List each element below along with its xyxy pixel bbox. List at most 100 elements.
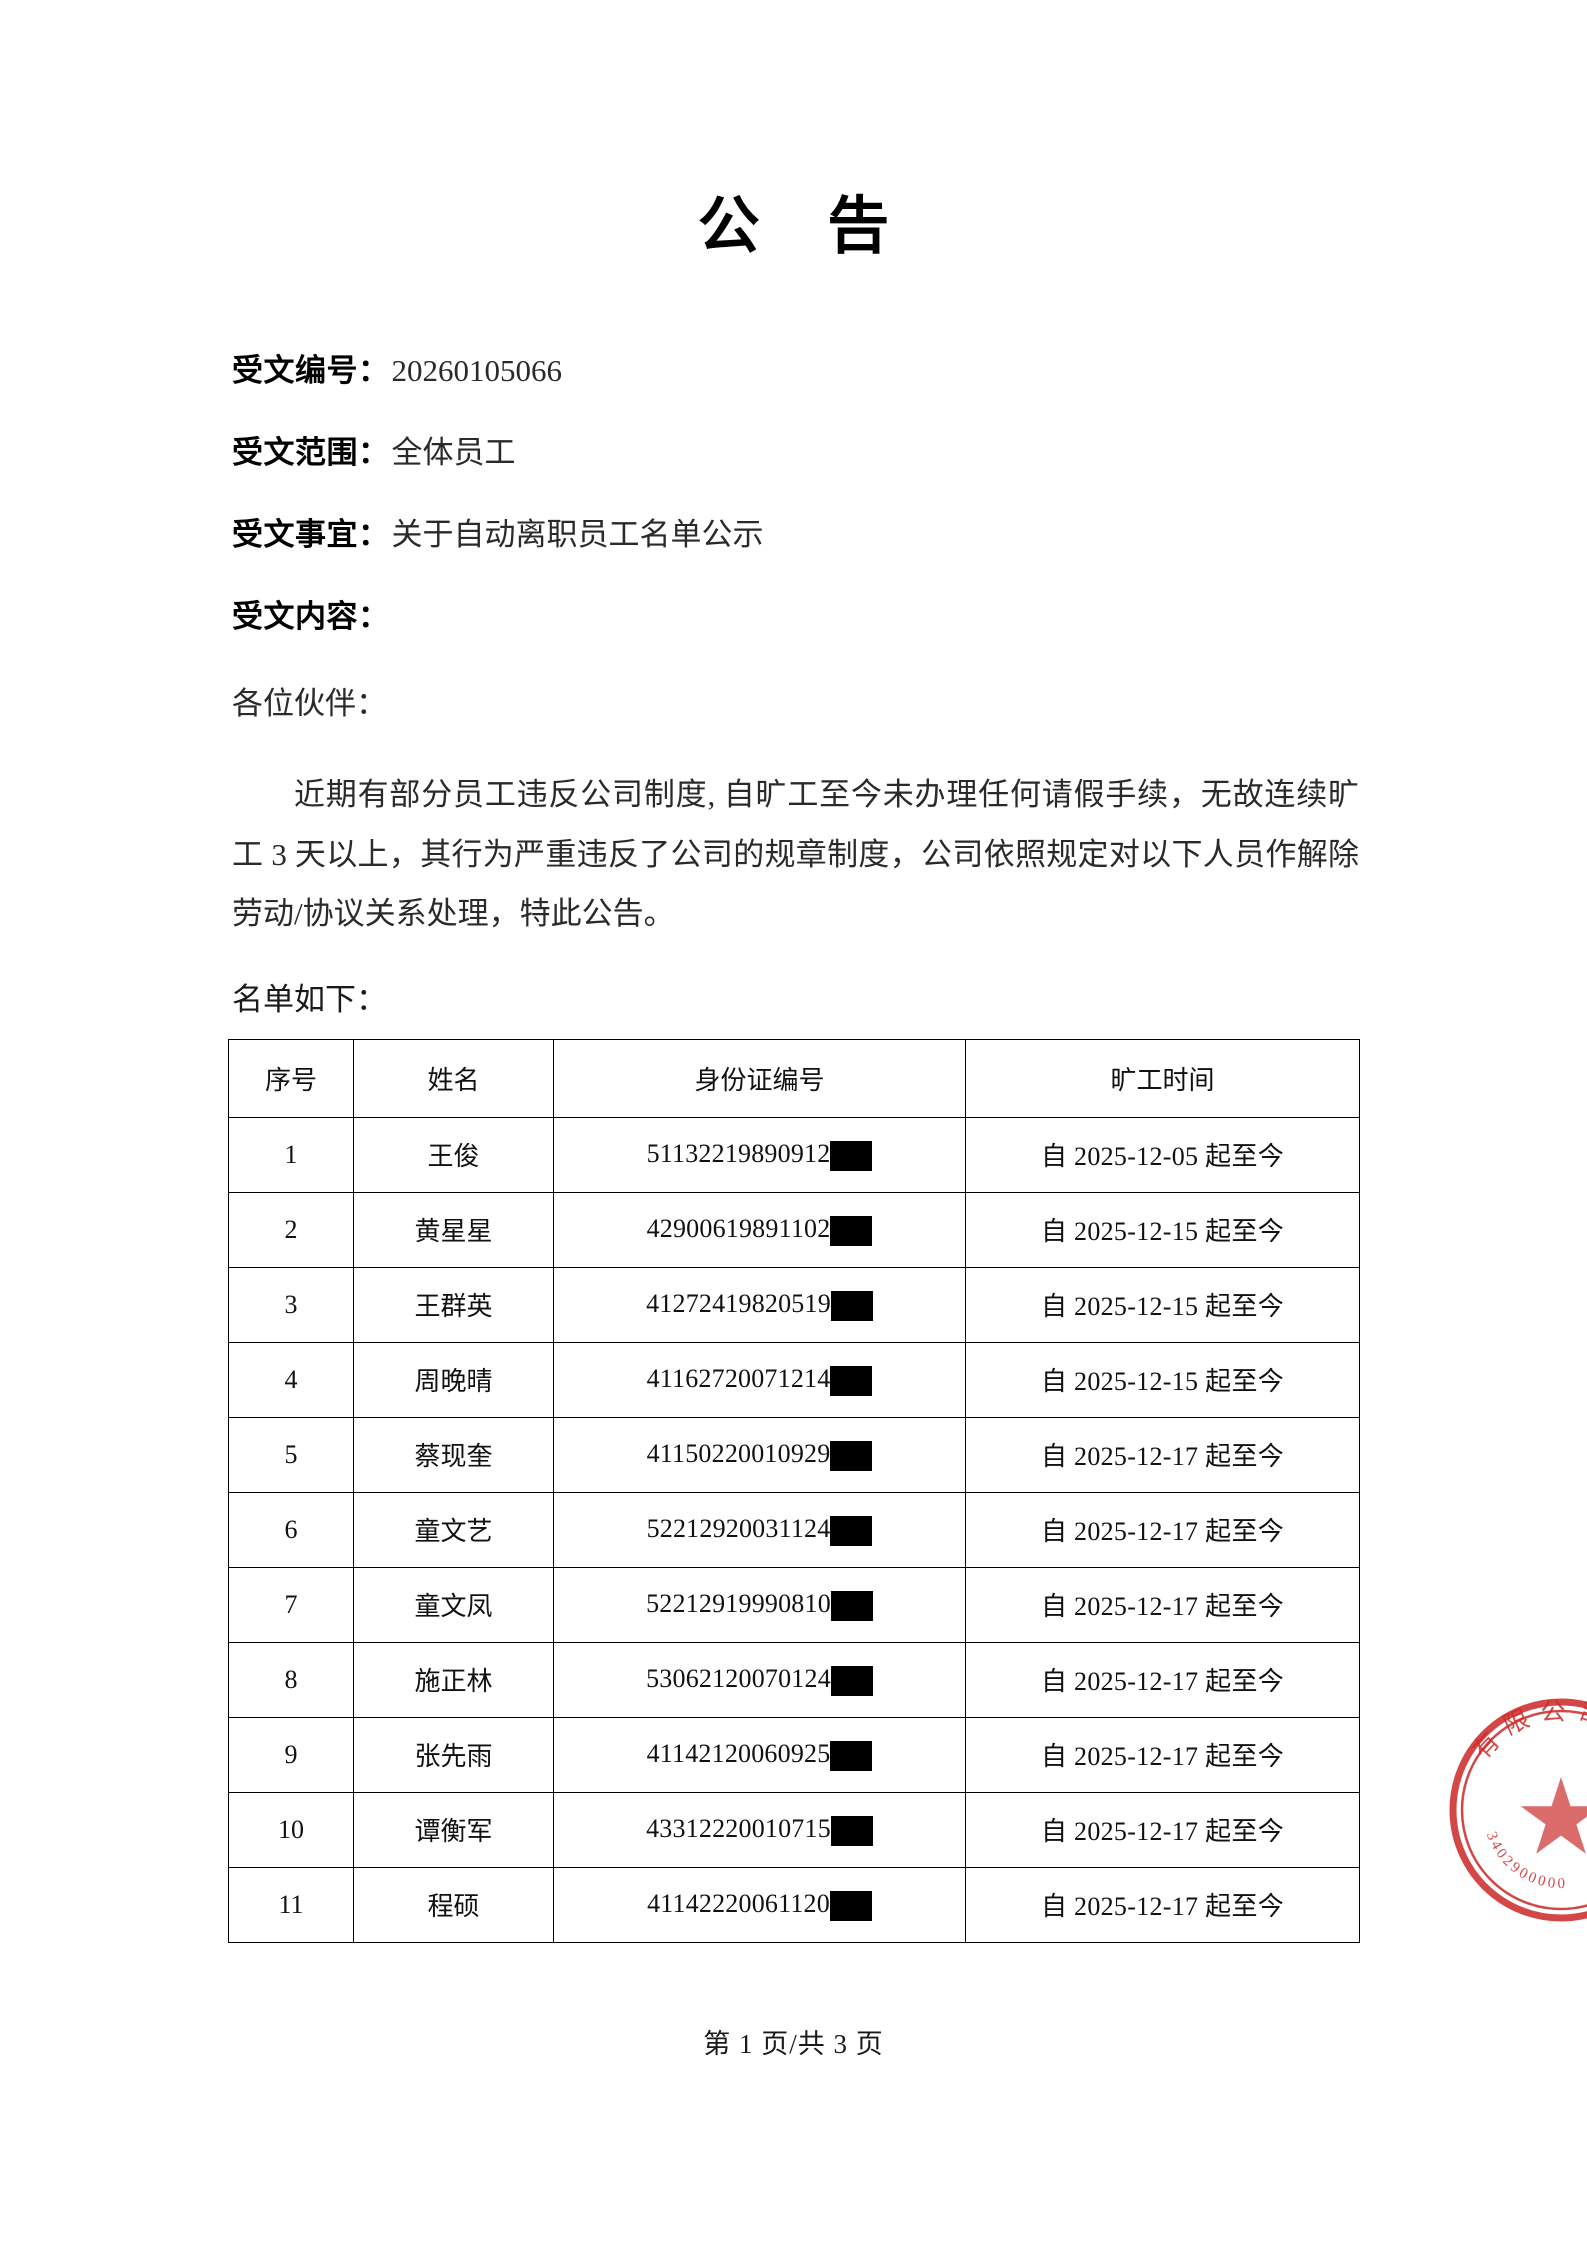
cell-absence-period: 自 2025-12-17 起至今 bbox=[965, 1641, 1360, 1718]
cell-index: 3 bbox=[228, 1266, 354, 1343]
cell-id-number: 53062120070124 bbox=[553, 1641, 966, 1718]
meta-value-doc-number: 20260105066 bbox=[391, 353, 563, 388]
absence-period-text: 自 2025-12-05 起至今 bbox=[1040, 1142, 1285, 1172]
table-header-absence: 旷工时间 bbox=[965, 1038, 1360, 1118]
page-footer: 第 1 页/共 3 页 bbox=[703, 2029, 884, 2059]
meta-row-subject: 受文事宜：关于自动离职员工名单公示 bbox=[232, 519, 1587, 550]
absence-period-text: 自 2025-12-15 起至今 bbox=[1040, 1292, 1285, 1322]
id-number-text: 52212920031124 bbox=[646, 1513, 831, 1543]
absence-period-text: 自 2025-12-17 起至今 bbox=[1040, 1742, 1285, 1772]
meta-label-doc-number: 受文编号： bbox=[232, 353, 390, 388]
redaction-block bbox=[830, 1515, 873, 1546]
cell-absence-period: 自 2025-12-17 起至今 bbox=[965, 1791, 1360, 1868]
meta-label-subject: 受文事宜： bbox=[232, 517, 390, 552]
page-title: 公 告 bbox=[697, 193, 916, 261]
redaction-block bbox=[830, 1815, 873, 1846]
id-number-text: 52212919990810 bbox=[646, 1588, 831, 1618]
cell-id-number: 41272419820519 bbox=[553, 1266, 966, 1343]
cell-id-number: 41142120060925 bbox=[553, 1716, 966, 1793]
table-row: 4 周晚晴 41162720071214 自 2025-12-15 起至今 bbox=[228, 1341, 1360, 1418]
roster-table-body: 1 王俊 51132219890912 自 2025-12-05 起至今 2 黄星星 429… bbox=[228, 1116, 1360, 1943]
cell-absence-period: 自 2025-12-17 起至今 bbox=[965, 1416, 1360, 1493]
roster-table-container: 序号 姓名 身份证编号 旷工时间 1 王俊 51132219890912 自 2025… bbox=[0, 1038, 1587, 1943]
id-number-text: 41272419820519 bbox=[646, 1288, 831, 1318]
meta-value-scope: 全体员工 bbox=[391, 435, 516, 470]
cell-absence-period: 自 2025-12-17 起至今 bbox=[965, 1716, 1360, 1793]
body-paragraph: 近期有部分员工违反公司制度, 自旷工至今未办理任何请假手续，无故连续旷工 3 天… bbox=[232, 777, 1359, 932]
cell-index: 6 bbox=[228, 1491, 354, 1568]
cell-absence-period: 自 2025-12-17 起至今 bbox=[965, 1566, 1360, 1643]
meta-label-scope: 受文范围： bbox=[232, 435, 390, 470]
cell-id-number: 52212919990810 bbox=[553, 1566, 966, 1643]
absence-period-text: 自 2025-12-15 起至今 bbox=[1040, 1367, 1285, 1397]
cell-id-number: 43312220010715 bbox=[553, 1791, 966, 1868]
redaction-block bbox=[829, 1890, 872, 1921]
cell-name: 蔡现奎 bbox=[353, 1416, 554, 1493]
cell-name: 王群英 bbox=[353, 1266, 554, 1343]
meta-row-content: 受文内容： bbox=[232, 601, 1587, 632]
cell-absence-period: 自 2025-12-05 起至今 bbox=[965, 1116, 1360, 1193]
table-header-row: 序号 姓名 身份证编号 旷工时间 bbox=[228, 1038, 1360, 1118]
salutation: 各位伙伴： bbox=[232, 686, 387, 721]
table-header-id: 身份证编号 bbox=[553, 1038, 966, 1118]
table-row: 7 童文凤 52212919990810 自 2025-12-17 起至今 bbox=[228, 1566, 1360, 1643]
redaction-block bbox=[830, 1140, 873, 1171]
cell-index: 1 bbox=[228, 1116, 354, 1193]
cell-index: 5 bbox=[228, 1416, 354, 1493]
cell-id-number: 41150220010929 bbox=[553, 1416, 966, 1493]
cell-index: 10 bbox=[228, 1791, 354, 1868]
absence-period-text: 自 2025-12-17 起至今 bbox=[1040, 1667, 1285, 1697]
absence-period-text: 自 2025-12-15 起至今 bbox=[1040, 1217, 1285, 1247]
cell-id-number: 41162720071214 bbox=[553, 1341, 966, 1418]
cell-name: 黄星星 bbox=[353, 1191, 554, 1268]
id-number-text: 41142120060925 bbox=[646, 1738, 831, 1768]
id-number-text: 42900619891102 bbox=[646, 1213, 831, 1243]
redaction-block bbox=[830, 1590, 873, 1621]
cell-absence-period: 自 2025-12-17 起至今 bbox=[965, 1491, 1360, 1568]
id-number-text: 41162720071214 bbox=[646, 1363, 831, 1393]
cell-id-number: 52212920031124 bbox=[553, 1491, 966, 1568]
redaction-block bbox=[830, 1440, 873, 1471]
table-row: 3 王群英 41272419820519 自 2025-12-15 起至今 bbox=[228, 1266, 1360, 1343]
table-row: 2 黄星星 42900619891102 自 2025-12-15 起至今 bbox=[228, 1191, 1360, 1268]
absence-period-text: 自 2025-12-17 起至今 bbox=[1040, 1442, 1285, 1472]
table-row: 9 张先雨 41142120060925 自 2025-12-17 起至今 bbox=[228, 1716, 1360, 1793]
cell-index: 7 bbox=[228, 1566, 354, 1643]
cell-absence-period: 自 2025-12-15 起至今 bbox=[965, 1341, 1360, 1418]
cell-index: 4 bbox=[228, 1341, 354, 1418]
meta-label-content: 受文内容： bbox=[232, 599, 390, 634]
redaction-block bbox=[830, 1290, 873, 1321]
cell-id-number: 42900619891102 bbox=[553, 1191, 966, 1268]
cell-name: 童文凤 bbox=[353, 1566, 554, 1643]
meta-fields: 受文编号：20260105066 受文范围：全体员工 受文事宜：关于自动离职员工… bbox=[0, 355, 1587, 632]
id-number-text: 41142220061120 bbox=[647, 1888, 830, 1918]
id-number-text: 53062120070124 bbox=[646, 1663, 831, 1693]
absence-period-text: 自 2025-12-17 起至今 bbox=[1040, 1592, 1285, 1622]
cell-id-number: 41142220061120 bbox=[553, 1866, 966, 1943]
absence-period-text: 自 2025-12-17 起至今 bbox=[1040, 1892, 1285, 1922]
redaction-block bbox=[830, 1665, 873, 1696]
id-number-text: 43312220010715 bbox=[646, 1813, 831, 1843]
cell-index: 9 bbox=[228, 1716, 354, 1793]
cell-absence-period: 自 2025-12-15 起至今 bbox=[965, 1191, 1360, 1268]
cell-name: 张先雨 bbox=[353, 1716, 554, 1793]
redaction-block bbox=[830, 1215, 873, 1246]
table-header-name: 姓名 bbox=[353, 1038, 554, 1118]
table-row: 10 谭衡军 43312220010715 自 2025-12-17 起至今 bbox=[228, 1791, 1360, 1868]
table-header-index: 序号 bbox=[228, 1038, 354, 1118]
cell-absence-period: 自 2025-12-17 起至今 bbox=[965, 1866, 1360, 1943]
cell-index: 2 bbox=[228, 1191, 354, 1268]
redaction-block bbox=[830, 1740, 873, 1771]
id-number-text: 51132219890912 bbox=[646, 1138, 831, 1168]
absence-period-text: 自 2025-12-17 起至今 bbox=[1040, 1517, 1285, 1547]
table-row: 11 程硕 41142220061120 自 2025-12-17 起至今 bbox=[228, 1866, 1360, 1943]
cell-name: 施正林 bbox=[353, 1641, 554, 1718]
id-number-text: 41150220010929 bbox=[646, 1438, 831, 1468]
cell-name: 周晚晴 bbox=[353, 1341, 554, 1418]
cell-index: 8 bbox=[228, 1641, 354, 1718]
cell-id-number: 51132219890912 bbox=[553, 1116, 966, 1193]
cell-name: 童文艺 bbox=[353, 1491, 554, 1568]
table-row: 8 施正林 53062120070124 自 2025-12-17 起至今 bbox=[228, 1641, 1360, 1718]
cell-absence-period: 自 2025-12-15 起至今 bbox=[965, 1266, 1360, 1343]
